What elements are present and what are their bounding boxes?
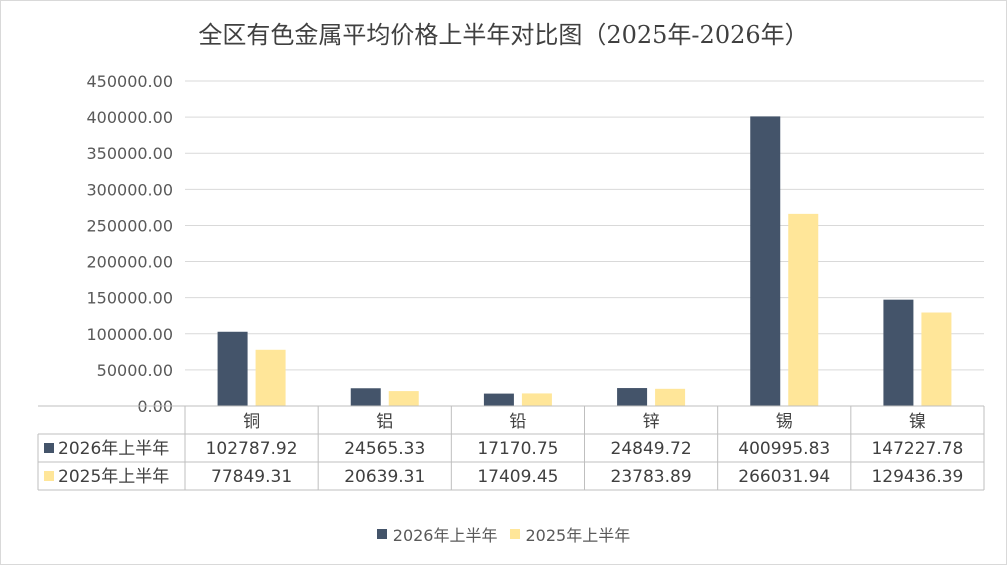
legend-swatch xyxy=(376,529,387,539)
y-tick-label: 150000.00 xyxy=(86,289,173,308)
table-cell-value: 147227.78 xyxy=(871,439,963,459)
table-cell-value: 77849.31 xyxy=(211,467,292,487)
bar xyxy=(883,299,914,406)
legend-label: 2026年上半年 xyxy=(392,526,498,545)
bar xyxy=(217,331,248,406)
y-tick-label: 250000.00 xyxy=(86,216,173,235)
table-cell-value: 20639.31 xyxy=(344,467,425,487)
category-label: 镍 xyxy=(909,412,926,432)
bar xyxy=(388,391,419,406)
table-cell-value: 102787.92 xyxy=(206,439,298,459)
table-series-swatch xyxy=(44,471,54,481)
table-series-name: 2025年上半年 xyxy=(58,467,169,487)
chart-legend: 2026年上半年 2025年上半年 xyxy=(1,522,1006,546)
table-cell-value: 17170.75 xyxy=(477,439,558,459)
table-cell-value: 23783.89 xyxy=(611,467,692,487)
bar xyxy=(750,116,781,406)
category-label: 铅 xyxy=(509,412,526,432)
bar xyxy=(655,388,686,406)
category-label: 铜 xyxy=(243,412,260,432)
bar xyxy=(350,388,381,406)
legend-swatch xyxy=(509,529,520,539)
table-cell-value: 400995.83 xyxy=(738,439,830,459)
category-label: 锌 xyxy=(643,412,660,432)
table-cell-value: 24565.33 xyxy=(344,439,425,459)
chart-title: 全区有色金属平均价格上半年对比图（2025年-2026年） xyxy=(198,21,809,49)
legend-item: 2026年上半年 xyxy=(376,522,498,546)
y-tick-label: 50000.00 xyxy=(97,361,173,380)
legend-label: 2025年上半年 xyxy=(525,526,631,545)
table-series-name: 2026年上半年 xyxy=(58,439,169,459)
y-tick-label: 300000.00 xyxy=(86,180,173,199)
category-label: 锡 xyxy=(776,412,793,432)
y-tick-label: 400000.00 xyxy=(86,108,173,127)
table-cell-value: 129436.39 xyxy=(871,467,963,487)
y-tick-label: 200000.00 xyxy=(86,253,173,272)
bar xyxy=(255,349,286,406)
table-cell-value: 24849.72 xyxy=(611,439,692,459)
table-cell-value: 17409.45 xyxy=(477,467,558,487)
y-tick-label: 350000.00 xyxy=(86,144,173,163)
bar xyxy=(617,388,648,406)
table-cell-value: 266031.94 xyxy=(738,467,830,487)
legend-item: 2025年上半年 xyxy=(509,522,631,546)
bar xyxy=(483,393,514,406)
bar xyxy=(521,393,552,406)
y-tick-label: 450000.00 xyxy=(86,72,173,91)
category-label: 铝 xyxy=(376,412,393,432)
bar xyxy=(921,312,952,406)
table-series-swatch xyxy=(44,443,54,453)
y-tick-label: 100000.00 xyxy=(86,325,173,344)
bar xyxy=(788,213,819,406)
